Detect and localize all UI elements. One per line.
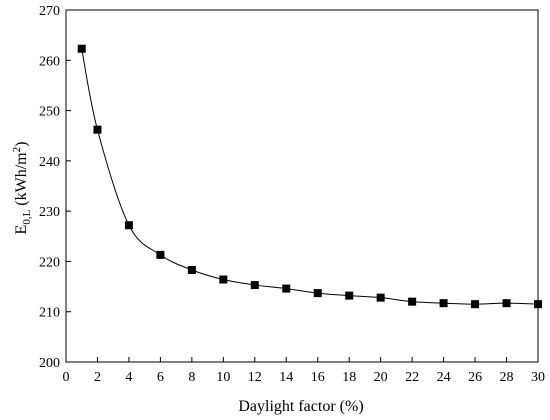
- x-tick-label: 30: [531, 370, 545, 385]
- data-point: [534, 300, 542, 309]
- y-tick-label: 260: [39, 54, 60, 69]
- y-axis-ticks: 200 210 220 230 240 250 260 270: [39, 4, 71, 371]
- y-tick-label: 250: [39, 105, 60, 120]
- plot-border: [65, 9, 539, 363]
- data-point: [77, 44, 86, 53]
- plot-frame: [65, 9, 539, 363]
- data-point: [282, 284, 291, 293]
- x-tick-label: 0: [63, 370, 70, 385]
- x-axis-ticks: 0 2 4 6 8 10 12 14 16 18 20 22 24 26 28 30: [63, 357, 545, 385]
- y-tick-label: 220: [39, 255, 60, 270]
- y-axis-title-prefix: E: [13, 225, 30, 235]
- x-tick-label: 2: [94, 370, 101, 385]
- x-tick-label: 20: [374, 370, 388, 385]
- y-axis-title-close: ): [13, 142, 30, 147]
- data-point: [345, 291, 354, 300]
- data-point: [187, 265, 196, 274]
- y-axis-title-unit: (kWh/m: [13, 152, 30, 210]
- data-point: [219, 275, 228, 284]
- x-tick-label: 28: [500, 370, 514, 385]
- x-tick-label: 16: [311, 370, 325, 385]
- data-point: [250, 281, 259, 290]
- data-point: [124, 221, 133, 230]
- y-tick-label: 230: [39, 205, 60, 220]
- y-axis-title-superscript: 2: [11, 147, 23, 153]
- y-tick-label: 200: [39, 356, 60, 371]
- data-point: [156, 250, 165, 259]
- series-layer: [77, 44, 542, 309]
- x-axis-title: Daylight factor (%): [238, 398, 363, 415]
- data-point: [93, 125, 102, 134]
- x-tick-label: 22: [405, 370, 419, 385]
- x-tick-label: 14: [279, 370, 293, 385]
- x-tick-label: 4: [125, 370, 132, 385]
- y-axis-title-subscript: 0,L: [21, 209, 33, 224]
- data-point: [502, 299, 511, 308]
- data-point: [471, 300, 480, 309]
- data-point: [376, 293, 385, 302]
- x-tick-label: 12: [248, 370, 262, 385]
- data-point: [408, 297, 417, 306]
- y-axis-title: E0,L (kWh/m2): [11, 142, 33, 235]
- data-point: [439, 299, 448, 308]
- x-tick-label: 8: [188, 370, 195, 385]
- series-line: [81, 48, 539, 305]
- y-tick-label: 210: [39, 306, 60, 321]
- x-tick-label: 24: [437, 370, 451, 385]
- y-tick-label: 270: [39, 4, 60, 19]
- x-tick-label: 26: [468, 370, 482, 385]
- x-tick-label: 18: [342, 370, 356, 385]
- data-point: [313, 289, 322, 298]
- x-tick-label: 10: [216, 370, 230, 385]
- y-tick-label: 240: [39, 155, 60, 170]
- x-tick-label: 6: [157, 370, 164, 385]
